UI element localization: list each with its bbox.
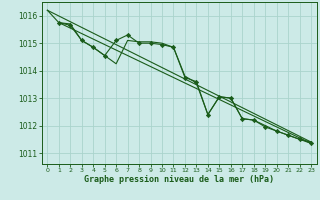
X-axis label: Graphe pression niveau de la mer (hPa): Graphe pression niveau de la mer (hPa): [84, 175, 274, 184]
